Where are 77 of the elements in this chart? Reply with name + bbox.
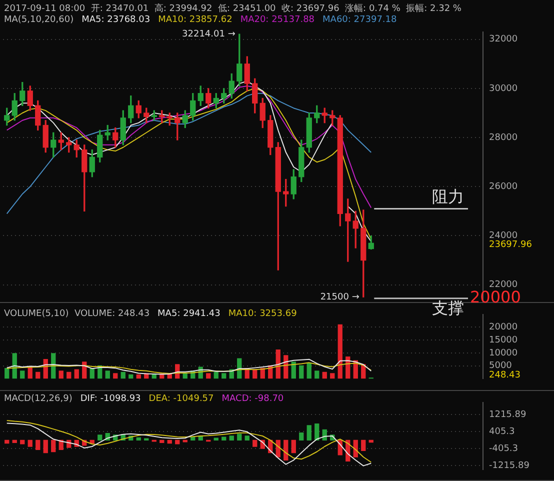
y-tick-label: 32000	[489, 34, 518, 45]
bar	[306, 425, 312, 441]
bar	[136, 374, 141, 379]
bar	[58, 370, 64, 379]
bar	[222, 436, 226, 441]
y-tick-label: 405.3	[489, 427, 515, 438]
bar	[66, 372, 72, 379]
bar	[222, 373, 226, 379]
bar	[314, 423, 320, 441]
bar	[36, 440, 40, 450]
y-tick-label: 26000	[489, 182, 518, 192]
y-tick-label: 24000	[489, 231, 518, 242]
bar	[229, 436, 234, 441]
y-tick-label: 1215.89	[489, 410, 526, 420]
bar	[330, 373, 335, 379]
text: MA10: 23857.62	[158, 15, 232, 25]
bar	[291, 440, 296, 454]
legend-title: VOLUME(5,10) VOLUME: 248.43	[4, 309, 150, 319]
y-tick-label: 10000	[489, 348, 518, 358]
bar	[306, 362, 312, 379]
bar	[299, 432, 304, 441]
text: MA60: 27397.18	[322, 15, 397, 25]
bar	[128, 374, 134, 379]
annotation: 21500 →	[320, 292, 360, 302]
text: 248.43	[489, 370, 520, 380]
bar	[206, 373, 211, 379]
bar	[160, 440, 164, 444]
ref-line-label: 阻力	[432, 186, 464, 206]
text: MA5: 2941.43	[158, 309, 220, 319]
bar	[284, 440, 288, 460]
bar	[136, 437, 141, 441]
text: MA20: 25137.88	[240, 15, 315, 25]
annotation: 32214.01 →	[182, 29, 236, 40]
bar	[28, 440, 32, 447]
bar	[98, 434, 102, 441]
y-tick-label: 30000	[489, 84, 518, 94]
text: DIF: -1098.93	[80, 394, 141, 404]
text: DEA: -1049.57	[148, 394, 214, 404]
y-tick-label: -1215.89	[489, 461, 530, 472]
bar	[20, 370, 25, 379]
bar	[338, 324, 342, 379]
text: MA10: 3253.69	[228, 309, 297, 319]
legend-title: MACD(12,26,9)	[4, 394, 72, 404]
bar	[214, 372, 218, 379]
bar	[244, 436, 250, 441]
bar	[74, 369, 79, 379]
bar	[252, 440, 258, 447]
bar	[20, 440, 25, 444]
bar	[105, 370, 110, 379]
y-tick-label: 20000	[489, 322, 518, 333]
y-tick-label: 5000	[489, 361, 512, 372]
text: 23697.96	[489, 240, 532, 250]
bar	[237, 434, 242, 441]
bar	[120, 372, 126, 379]
bar	[144, 438, 149, 441]
bar	[113, 373, 118, 379]
bar	[152, 374, 156, 379]
bar	[4, 368, 10, 379]
bar	[291, 362, 296, 379]
chart-title: 2017-09-11 08:00 开: 23470.01 高: 23994.92 低: 23451.00 收: 23697.96 涨幅: 0.74 % 振幅: 2.32 %	[4, 2, 462, 15]
text: MA5: 23768.03	[82, 15, 150, 25]
bar	[299, 365, 304, 379]
legend-title: MA(5,10,20,60)	[4, 15, 74, 25]
bar	[36, 372, 40, 379]
bar	[175, 440, 180, 444]
y-tick-label: 22000	[489, 280, 518, 290]
y-tick-label: 15000	[489, 335, 518, 346]
bar	[43, 440, 48, 454]
bar	[12, 440, 17, 444]
ref-line-label: 支撑	[432, 298, 464, 318]
bar	[322, 372, 327, 379]
bar	[314, 370, 320, 379]
annotation: MACD: -98.70	[222, 394, 284, 404]
bar	[51, 440, 56, 452]
bar	[361, 440, 366, 452]
y-tick-label: -405.3	[489, 444, 518, 454]
y-tick-label: 28000	[489, 132, 518, 143]
